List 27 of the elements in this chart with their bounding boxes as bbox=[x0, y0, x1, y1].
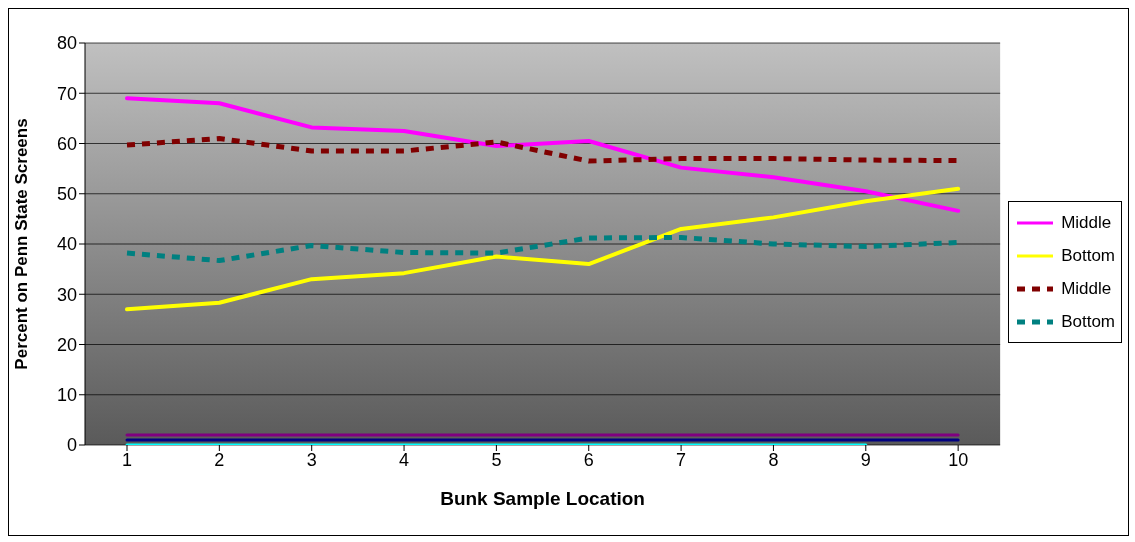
y-tick-label: 40 bbox=[56, 234, 77, 255]
x-tick-label: 3 bbox=[306, 449, 317, 470]
x-tick-label: 5 bbox=[491, 449, 502, 470]
legend-label: Middle bbox=[1061, 212, 1112, 233]
legend-label: Middle bbox=[1061, 278, 1112, 299]
legend-label: Bottom bbox=[1061, 311, 1115, 332]
x-tick-label: 6 bbox=[583, 449, 594, 470]
y-tick-label: 50 bbox=[56, 184, 77, 205]
x-tick-label: 10 bbox=[948, 449, 969, 470]
x-tick-label: 7 bbox=[676, 449, 687, 470]
x-axis-title: Bunk Sample Location bbox=[440, 488, 645, 509]
x-tick-label: 1 bbox=[121, 449, 133, 470]
y-tick-label: 0 bbox=[66, 435, 77, 456]
x-tick-label: 4 bbox=[399, 449, 410, 470]
line-series bbox=[125, 186, 961, 312]
x-tick-label: 8 bbox=[768, 449, 779, 470]
y-tick-label: 30 bbox=[56, 284, 77, 305]
y-tick-label: 70 bbox=[56, 83, 77, 104]
y-tick-label: 80 bbox=[56, 33, 77, 54]
y-tick-label: 20 bbox=[56, 334, 77, 355]
legend-label: Bottom bbox=[1061, 245, 1115, 266]
y-axis-title: Percent on Penn State Screens bbox=[12, 118, 32, 370]
y-tick-label: 60 bbox=[56, 133, 77, 154]
line-series bbox=[125, 96, 961, 213]
x-tick-label: 9 bbox=[860, 449, 871, 470]
y-tick-label: 10 bbox=[56, 385, 77, 406]
x-tick-label: 2 bbox=[214, 449, 225, 470]
